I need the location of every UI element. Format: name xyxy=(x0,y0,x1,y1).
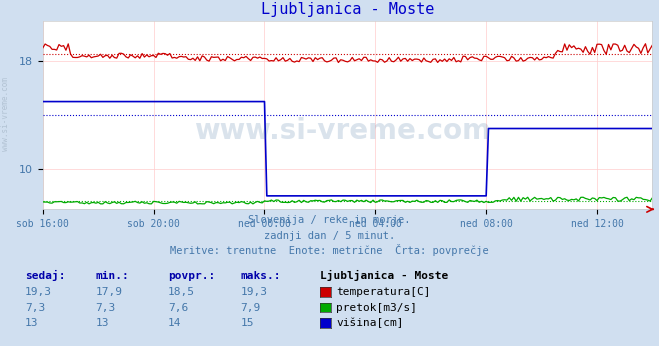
Text: pretok[m3/s]: pretok[m3/s] xyxy=(336,303,417,313)
Text: povpr.:: povpr.: xyxy=(168,271,215,281)
Text: www.si-vreme.com: www.si-vreme.com xyxy=(194,118,491,145)
Text: 7,6: 7,6 xyxy=(168,303,188,313)
Text: 7,9: 7,9 xyxy=(241,303,261,313)
Text: 7,3: 7,3 xyxy=(25,303,45,313)
Text: Slovenija / reke in morje.: Slovenija / reke in morje. xyxy=(248,215,411,225)
Text: zadnji dan / 5 minut.: zadnji dan / 5 minut. xyxy=(264,231,395,241)
Text: min.:: min.: xyxy=(96,271,129,281)
Title: Ljubljanica - Moste: Ljubljanica - Moste xyxy=(261,2,434,17)
Text: Ljubljanica - Moste: Ljubljanica - Moste xyxy=(320,270,448,281)
Text: 14: 14 xyxy=(168,318,181,328)
Text: sedaj:: sedaj: xyxy=(25,270,65,281)
Text: 13: 13 xyxy=(96,318,109,328)
Text: 13: 13 xyxy=(25,318,38,328)
Text: 15: 15 xyxy=(241,318,254,328)
Text: maks.:: maks.: xyxy=(241,271,281,281)
Text: višina[cm]: višina[cm] xyxy=(336,318,403,328)
Text: 18,5: 18,5 xyxy=(168,287,195,297)
Text: temperatura[C]: temperatura[C] xyxy=(336,287,430,297)
Text: 19,3: 19,3 xyxy=(241,287,268,297)
Text: 19,3: 19,3 xyxy=(25,287,52,297)
Text: 17,9: 17,9 xyxy=(96,287,123,297)
Text: 7,3: 7,3 xyxy=(96,303,116,313)
Text: www.si-vreme.com: www.si-vreme.com xyxy=(1,77,10,151)
Text: Meritve: trenutne  Enote: metrične  Črta: povprečje: Meritve: trenutne Enote: metrične Črta: … xyxy=(170,244,489,256)
